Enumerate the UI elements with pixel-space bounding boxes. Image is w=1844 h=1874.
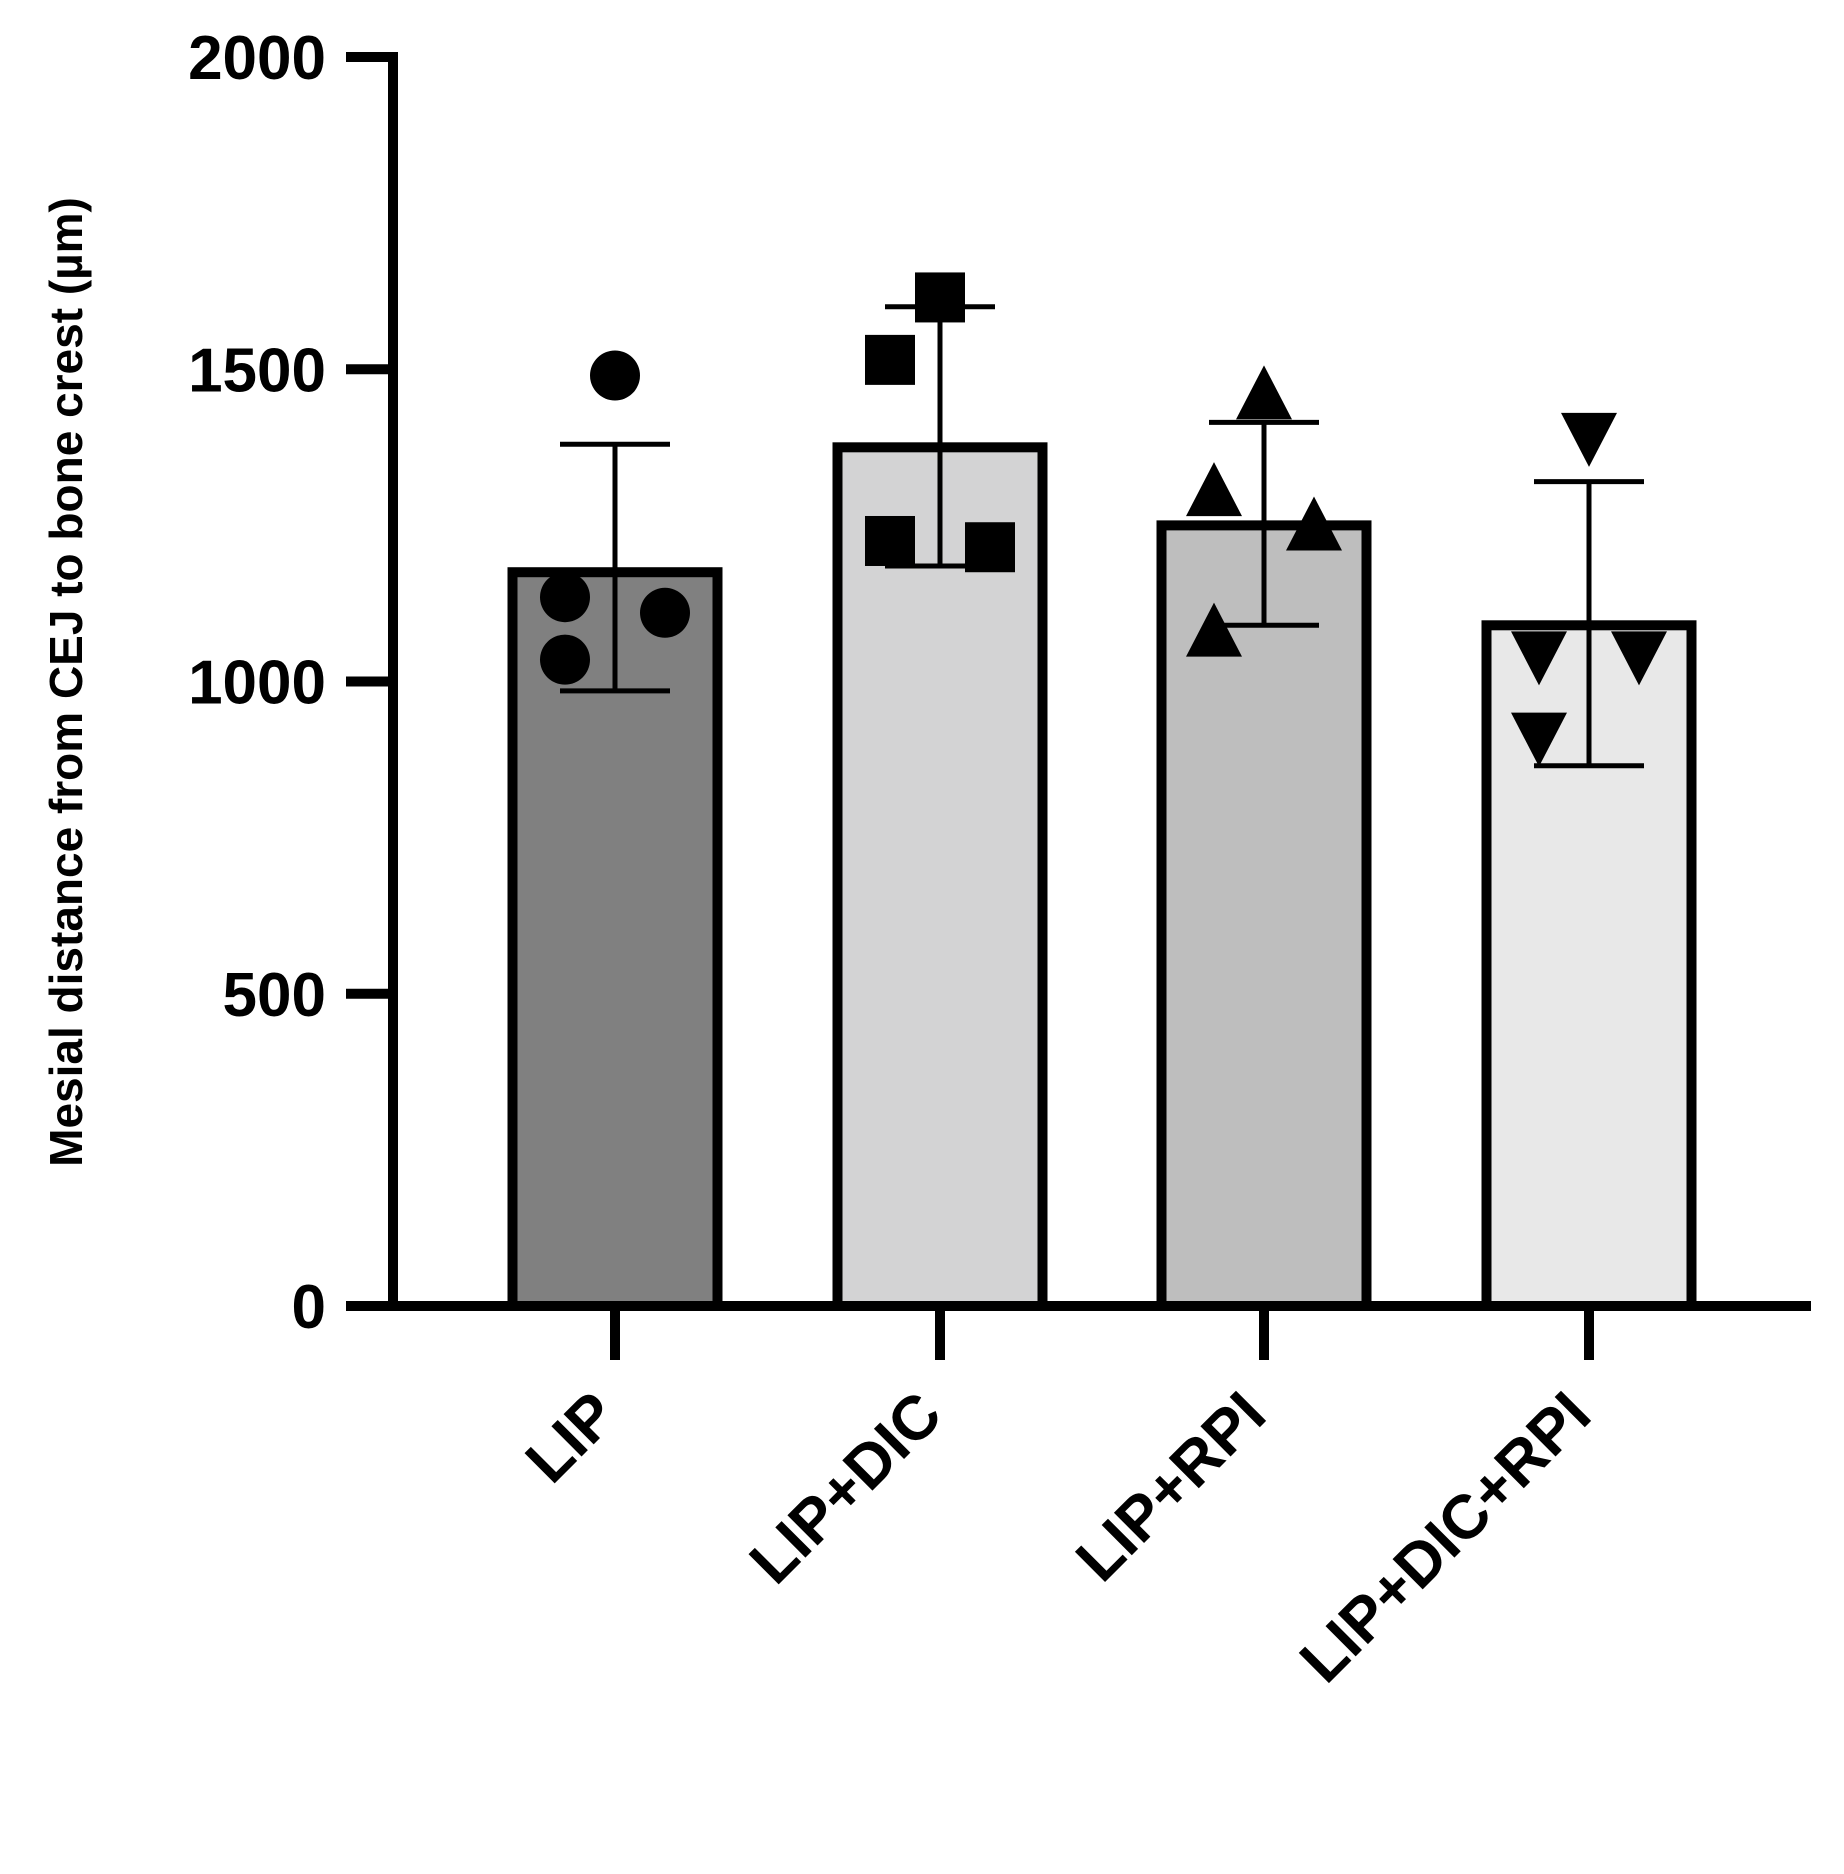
y-ticks-layer: 0 500 1000 1500 2000 [188, 24, 393, 1342]
data-point-triangle-up [1236, 365, 1292, 420]
data-point-triangle-down [1561, 412, 1617, 467]
bar-lip-dic [832, 442, 1048, 1311]
y-tick-label: 1000 [188, 649, 326, 718]
y-tick-label: 0 [292, 1273, 326, 1342]
y-axis-title: Mesial distance from CEJ to bone crest (… [40, 197, 92, 1167]
y-tick-label: 1500 [188, 336, 326, 405]
bars-layer [507, 442, 1697, 1311]
data-point-square [965, 522, 1015, 573]
data-point-triangle-down [1511, 631, 1567, 686]
data-point-triangle-down [1511, 712, 1567, 767]
x-ticks-layer: LIP LIP+DIC LIP+RPI LIP+DIC+RPI [513, 1310, 1604, 1696]
points-layer [540, 272, 1667, 767]
x-tick-label: LIP+RPI [1063, 1379, 1279, 1595]
y-tick-label: 500 [223, 961, 326, 1030]
data-point-square [915, 272, 965, 323]
data-point-square [865, 515, 915, 566]
data-point-triangle-down [1611, 631, 1667, 686]
data-point-circle [640, 587, 690, 638]
bar-lip-rpi [1156, 520, 1372, 1311]
x-tick-label: LIP [513, 1379, 630, 1496]
y-tick-label: 2000 [188, 24, 326, 93]
data-point-square [865, 334, 915, 385]
data-point-triangle-up [1186, 462, 1242, 517]
data-point-circle [540, 634, 590, 685]
data-point-circle [590, 350, 640, 401]
data-point-circle [540, 572, 590, 623]
x-tick-label: LIP+DIC [737, 1379, 955, 1597]
data-point-triangle-up [1186, 602, 1242, 657]
error-bars-layer [560, 304, 1644, 769]
data-point-triangle-up [1286, 496, 1342, 551]
bar-lip [507, 567, 723, 1311]
x-tick-label: LIP+DIC+RPI [1287, 1379, 1604, 1696]
